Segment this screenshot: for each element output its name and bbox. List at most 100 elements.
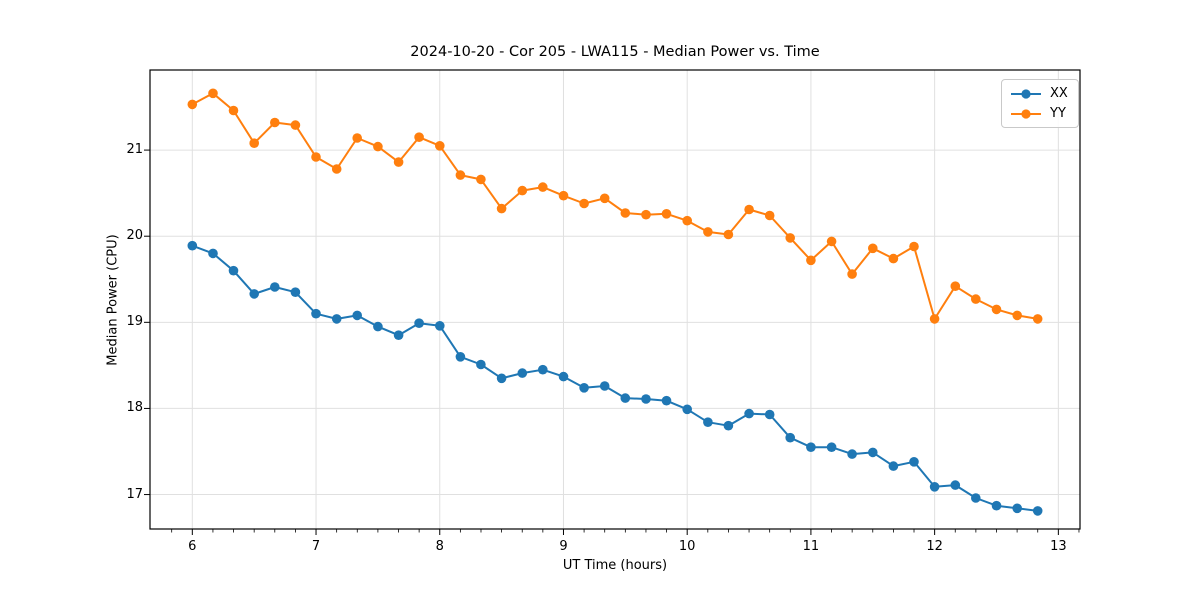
- data-point-yy: [909, 241, 919, 252]
- legend-item-xx: XX: [1010, 86, 1068, 101]
- data-point-xx: [703, 417, 713, 428]
- data-point-xx: [270, 282, 280, 292]
- data-point-yy: [208, 88, 218, 99]
- legend-swatch-xx-icon: [1011, 88, 1041, 99]
- data-point-xx: [228, 265, 239, 276]
- data-point-xx: [538, 364, 548, 375]
- data-point-xx: [868, 447, 878, 458]
- data-point-yy: [373, 141, 383, 152]
- data-point-xx: [455, 352, 466, 362]
- data-point-yy: [517, 185, 528, 196]
- x-tick-label: 10: [678, 539, 696, 554]
- legend: XX YY: [1001, 79, 1079, 128]
- data-point-xx: [558, 371, 569, 382]
- data-point-xx: [331, 314, 342, 324]
- data-point-xx: [764, 409, 775, 420]
- data-point-yy: [847, 269, 857, 279]
- x-tick-label: 9: [559, 539, 568, 554]
- x-axis-label: UT Time (hours): [562, 558, 668, 573]
- data-point-xx: [435, 321, 445, 331]
- data-point-xx: [620, 393, 631, 403]
- x-tick-label: 12: [926, 539, 943, 554]
- data-point-xx: [785, 432, 795, 443]
- data-point-yy: [661, 209, 672, 219]
- legend-swatch-yy-icon: [1011, 108, 1041, 119]
- data-point-xx: [187, 240, 198, 251]
- data-point-yy: [744, 204, 754, 215]
- chart-title: 2024-10-20 - Cor 205 - LWA115 - Median P…: [410, 44, 820, 60]
- data-point-yy: [435, 141, 445, 151]
- data-point-yy: [331, 164, 342, 174]
- data-point-xx: [826, 442, 837, 453]
- data-point-yy: [682, 215, 692, 226]
- data-point-yy: [270, 117, 280, 128]
- data-point-yy: [929, 314, 940, 324]
- data-point-xx: [496, 373, 507, 384]
- legend-label-yy: YY: [1050, 106, 1066, 121]
- data-point-xx: [661, 395, 672, 406]
- data-point-yy: [764, 210, 775, 221]
- data-point-xx: [950, 480, 961, 490]
- data-point-yy: [703, 227, 713, 237]
- data-point-yy: [806, 255, 816, 266]
- y-tick-label: 21: [126, 142, 143, 158]
- data-point-xx: [723, 420, 734, 431]
- y-tick-label: 19: [126, 314, 143, 330]
- data-point-xx: [208, 248, 218, 259]
- data-point-yy: [620, 208, 631, 218]
- data-point-yy: [785, 233, 795, 243]
- data-point-yy: [826, 236, 837, 247]
- data-point-yy: [311, 152, 321, 162]
- data-point-yy: [414, 132, 424, 142]
- x-tick-label: 11: [802, 539, 820, 554]
- data-point-yy: [950, 281, 961, 292]
- data-point-xx: [641, 394, 651, 404]
- data-point-xx: [599, 381, 610, 391]
- data-point-xx: [847, 449, 857, 459]
- series-line-xx: [191, 244, 1039, 512]
- data-point-yy: [496, 203, 507, 214]
- y-tick-label: 18: [126, 400, 143, 416]
- data-point-yy: [579, 198, 589, 209]
- legend-label-xx: XX: [1050, 86, 1068, 101]
- data-point-yy: [476, 174, 486, 185]
- data-point-xx: [888, 461, 899, 471]
- data-point-yy: [991, 304, 1002, 315]
- series-line-yy: [191, 92, 1039, 320]
- legend-item-yy: YY: [1010, 106, 1068, 121]
- data-point-xx: [971, 493, 981, 503]
- y-tick-label: 17: [126, 486, 143, 502]
- data-point-xx: [806, 442, 816, 453]
- data-point-xx: [373, 321, 383, 332]
- data-point-xx: [579, 383, 589, 393]
- data-point-yy: [1032, 314, 1043, 324]
- data-point-yy: [538, 182, 548, 192]
- data-point-xx: [476, 359, 486, 370]
- data-point-yy: [290, 120, 301, 130]
- data-point-xx: [1032, 506, 1043, 516]
- data-point-xx: [682, 404, 692, 415]
- y-axis-label: Median Power (CPU): [105, 234, 121, 366]
- data-point-yy: [599, 193, 610, 204]
- x-tick-label: 7: [311, 539, 321, 554]
- plot-border: [149, 69, 1081, 530]
- x-tick-label: 8: [435, 539, 444, 554]
- data-point-yy: [971, 294, 981, 304]
- data-point-yy: [723, 229, 734, 240]
- data-point-yy: [868, 243, 878, 254]
- data-point-xx: [352, 310, 363, 321]
- data-point-xx: [517, 368, 528, 378]
- data-point-yy: [393, 157, 404, 167]
- y-tick-label: 20: [126, 228, 143, 244]
- x-tick-label: 13: [1050, 539, 1067, 554]
- data-point-yy: [641, 209, 651, 220]
- data-point-xx: [311, 308, 321, 319]
- data-point-yy: [352, 133, 363, 143]
- data-point-xx: [909, 457, 919, 467]
- data-point-yy: [187, 99, 198, 110]
- data-point-xx: [744, 408, 754, 419]
- data-point-xx: [991, 500, 1002, 511]
- data-point-yy: [888, 253, 899, 264]
